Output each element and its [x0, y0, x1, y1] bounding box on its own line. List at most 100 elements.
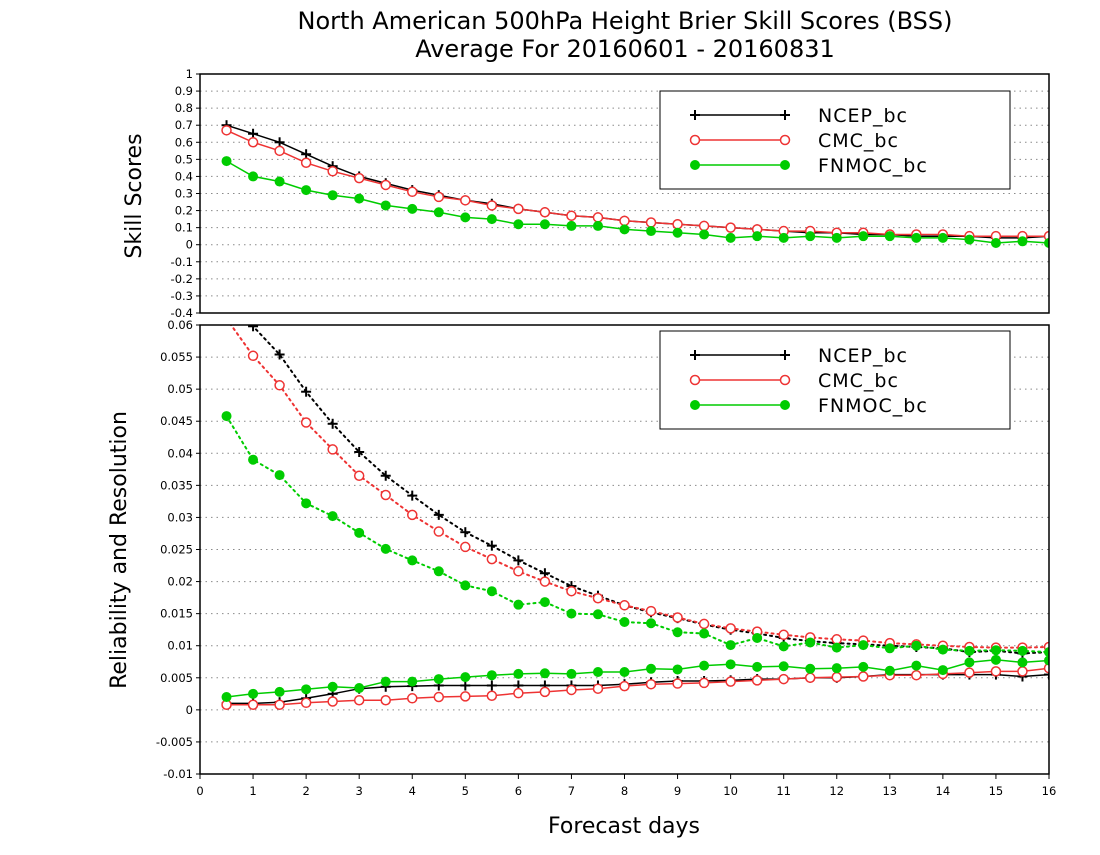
top-point-CMC_bc	[513, 203, 524, 215]
bottom-point-FNMOC_bc-resolution	[752, 661, 763, 672]
bottom-point-CMC_bc-reliability	[645, 605, 657, 617]
top-point-CMC_bc	[566, 210, 577, 221]
top-legend-marker	[689, 134, 701, 146]
bottom-legend-marker	[779, 374, 791, 386]
bottom-point-FNMOC_bc-reliability	[672, 627, 683, 638]
bottom-point-FNMOC_bc-reliability	[327, 511, 338, 522]
bottom-point-FNMOC_bc-resolution	[301, 684, 312, 695]
bottom-point-NCEP_bc-reliability	[433, 509, 444, 520]
top-ytick-label: -0.1	[171, 255, 193, 269]
bottom-ytick-label: 0.05	[167, 382, 193, 396]
bottom-point-FNMOC_bc-reliability	[407, 555, 418, 566]
top-plot-area	[221, 120, 1049, 249]
bottom-legend-label: NCEP_bc	[818, 345, 908, 367]
bottom-point-CMC_bc-resolution	[247, 699, 259, 710]
top-legend-label: FNMOC_bc	[818, 155, 928, 177]
bottom-point-FNMOC_bc-reliability	[990, 645, 1001, 656]
bottom-legend: NCEP_bc CMC_bc FNMOC_bc	[659, 330, 1011, 430]
bottom-point-FNMOC_bc-resolution	[221, 692, 232, 703]
top-point-FNMOC_bc	[327, 190, 338, 201]
x-tick-label: 1	[249, 784, 256, 798]
bottom-point-FNMOC_bc-reliability	[539, 597, 550, 608]
bottom-point-CMC_bc-reliability	[619, 600, 630, 611]
top-point-FNMOC_bc	[884, 231, 895, 242]
bottom-point-FNMOC_bc-resolution	[486, 670, 497, 681]
bottom-ytick-label: 0	[186, 703, 193, 717]
bottom-point-FNMOC_bc-resolution	[805, 663, 816, 674]
bottom-ytick-label: 0.06	[167, 318, 193, 332]
bottom-series-line-NCEP_bc-resolution	[225, 673, 1049, 705]
bottom-point-NCEP_bc-reliability	[354, 447, 365, 458]
bottom-point-FNMOC_bc-resolution	[433, 674, 444, 685]
bottom-point-CMC_bc-resolution	[858, 671, 869, 682]
top-point-FNMOC_bc	[937, 232, 948, 243]
top-point-CMC_bc	[327, 166, 338, 177]
top-point-FNMOC_bc	[592, 220, 603, 231]
bottom-point-NCEP_bc-resolution	[486, 680, 497, 691]
bottom-point-CMC_bc-resolution	[964, 667, 975, 678]
x-tick-label: 7	[568, 784, 575, 798]
bottom-point-CMC_bc-resolution	[831, 671, 842, 683]
top-point-CMC_bc	[380, 179, 391, 191]
top-point-FNMOC_bc	[805, 231, 816, 242]
bottom-point-FNMOC_bc-resolution	[884, 665, 895, 676]
bottom-point-NCEP_bc-reliability	[486, 540, 497, 551]
top-point-FNMOC_bc	[407, 203, 418, 214]
bottom-point-FNMOC_bc-reliability	[805, 637, 816, 648]
bottom-legend-marker	[780, 350, 790, 360]
top-ytick-label: 0.4	[175, 169, 193, 183]
bottom-point-FNMOC_bc-resolution	[990, 654, 1001, 665]
top-legend-marker	[690, 160, 700, 170]
top-ytick-label: 0.2	[175, 204, 193, 218]
x-tick-label: 3	[356, 784, 363, 798]
bottom-point-CMC_bc-resolution	[407, 693, 418, 704]
bottom-point-FNMOC_bc-reliability	[831, 642, 842, 653]
bottom-point-FNMOC_bc-reliability	[592, 609, 603, 620]
x-tick-label: 0	[196, 784, 203, 798]
bottom-series-line-FNMOC_bc-resolution	[225, 659, 1049, 698]
top-point-FNMOC_bc	[566, 220, 577, 231]
bottom-ytick-label: 0.02	[167, 575, 193, 589]
top-point-FNMOC_bc	[699, 229, 710, 240]
top-point-FNMOC_bc	[752, 231, 763, 242]
bottom-point-FNMOC_bc-resolution	[725, 659, 736, 670]
bottom-ytick-label: 0.045	[160, 414, 193, 428]
bottom-ytick-label: 0.025	[160, 543, 193, 557]
top-ytick-label: 1	[186, 67, 193, 81]
bottom-point-CMC_bc-resolution	[380, 694, 391, 706]
bottom-point-FNMOC_bc-resolution	[937, 665, 948, 676]
bottom-ytick-label: 0.03	[167, 510, 193, 524]
bottom-point-FNMOC_bc-reliability	[619, 616, 630, 627]
top-ytick-label: 0.6	[175, 135, 193, 149]
top-point-CMC_bc	[300, 157, 312, 169]
top-point-FNMOC_bc	[990, 238, 1001, 249]
bottom-ytick-label: 0.04	[167, 446, 193, 460]
bottom-point-CMC_bc-resolution	[539, 686, 551, 698]
top-point-FNMOC_bc	[646, 226, 657, 237]
x-tick-label: 16	[1042, 784, 1057, 798]
top-point-FNMOC_bc	[539, 219, 550, 230]
top-point-FNMOC_bc	[513, 219, 524, 230]
bottom-point-FNMOC_bc-resolution	[911, 660, 922, 671]
top-point-CMC_bc	[486, 200, 498, 211]
bottom-point-FNMOC_bc-reliability	[513, 599, 524, 610]
bottom-point-FNMOC_bc-reliability	[964, 645, 975, 656]
bottom-point-FNMOC_bc-resolution	[858, 661, 869, 672]
bottom-point-NCEP_bc-reliability	[407, 490, 418, 501]
bottom-point-CMC_bc-reliability	[433, 526, 445, 537]
bottom-point-CMC_bc-resolution	[513, 687, 524, 699]
bottom-point-FNMOC_bc-reliability	[380, 543, 391, 554]
bottom-point-CMC_bc-reliability	[222, 314, 231, 323]
top-point-FNMOC_bc	[672, 227, 683, 238]
top-point-FNMOC_bc	[486, 214, 497, 225]
bottom-point-CMC_bc-resolution	[645, 678, 657, 690]
bottom-point-CMC_bc-reliability	[486, 553, 498, 565]
bottom-point-CMC_bc-reliability	[513, 566, 524, 577]
top-legend-marker	[780, 160, 790, 170]
top-point-FNMOC_bc	[248, 171, 259, 182]
bottom-point-CMC_bc-reliability	[274, 380, 285, 391]
top-ytick-label: 0.1	[175, 221, 193, 235]
bottom-point-FNMOC_bc-reliability	[1044, 647, 1049, 658]
bottom-point-CMC_bc-resolution	[672, 678, 683, 689]
bottom-point-FNMOC_bc-resolution	[1017, 657, 1028, 668]
